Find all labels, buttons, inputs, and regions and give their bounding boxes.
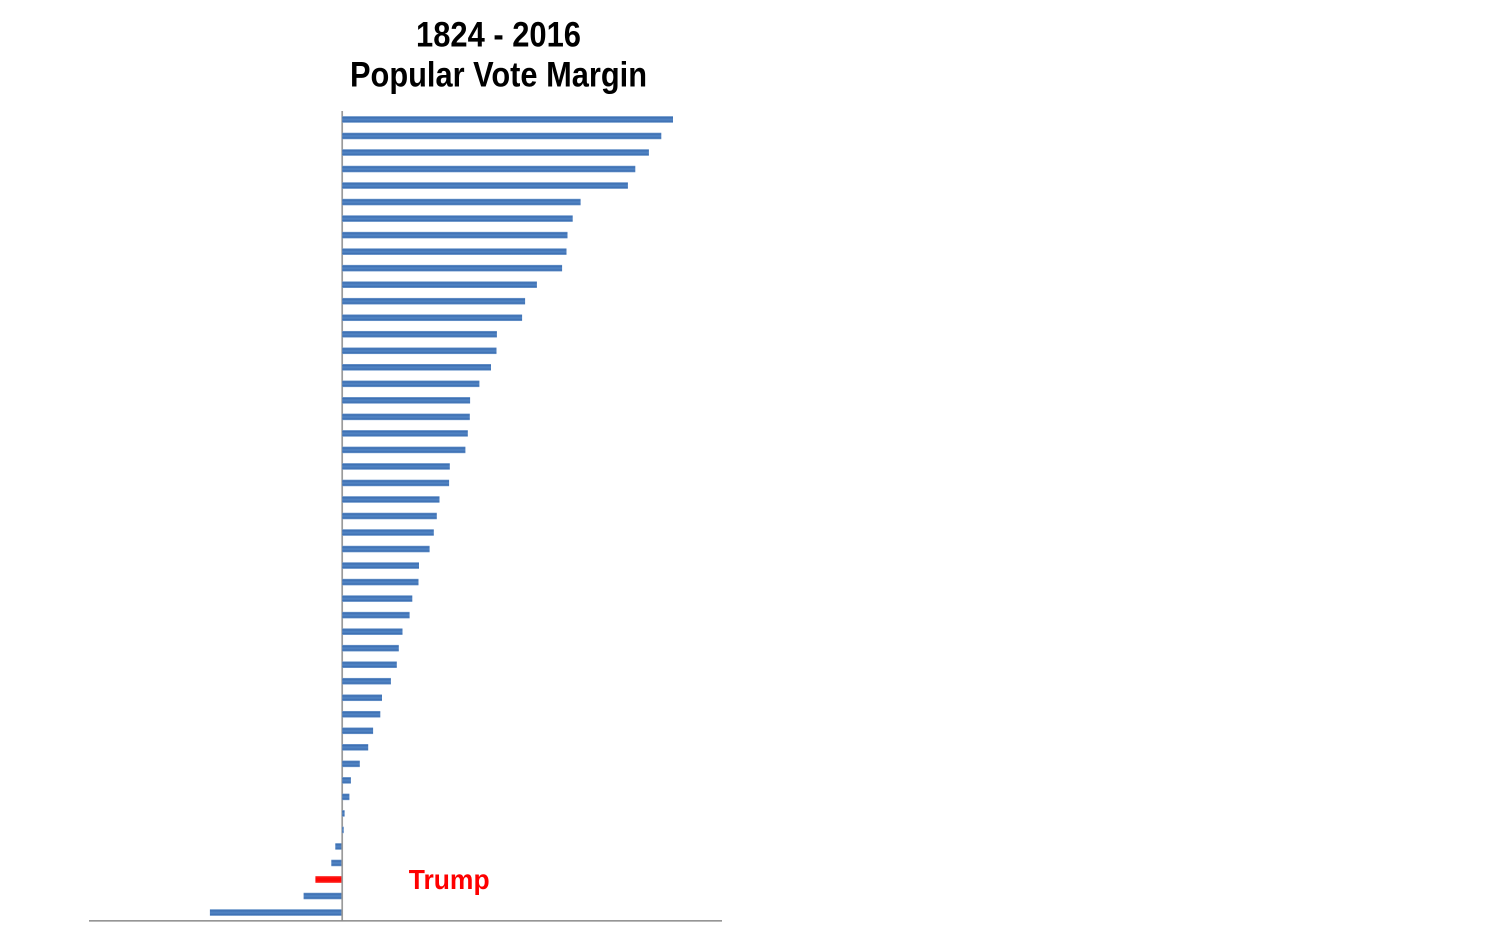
svg-text:Popular Vote Margin: Popular Vote Margin xyxy=(350,56,647,95)
svg-text:1824 - 2016: 1824 - 2016 xyxy=(416,16,581,55)
svg-text:Trump: Trump xyxy=(409,864,490,895)
